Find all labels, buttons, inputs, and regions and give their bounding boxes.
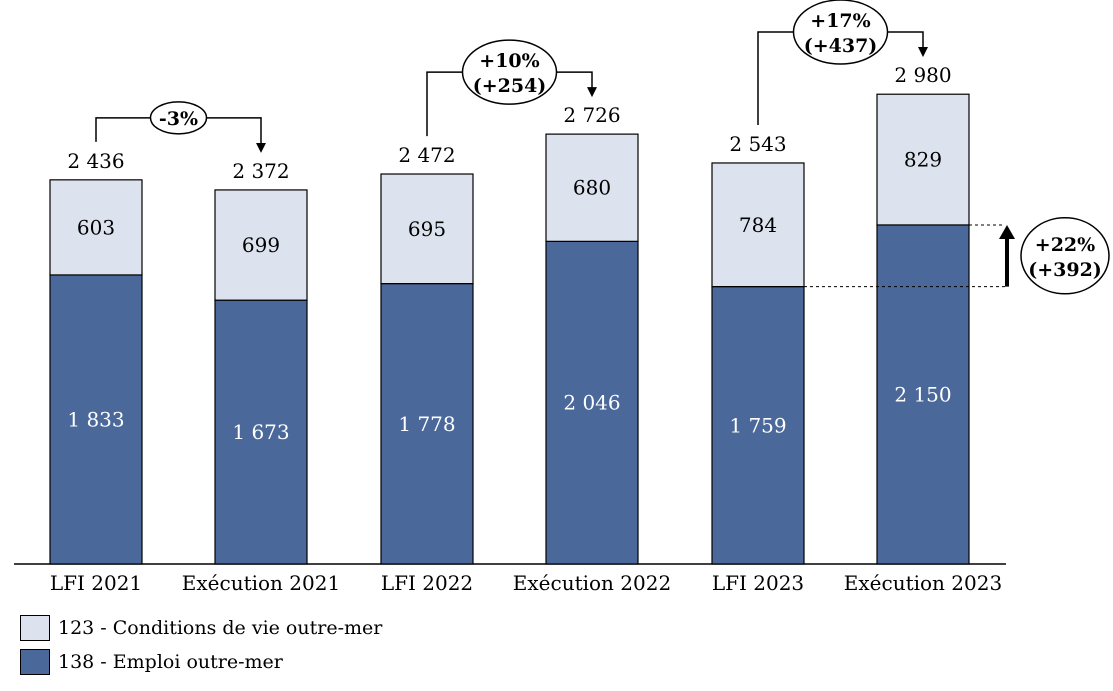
bar-emploi: [49, 274, 143, 565]
bar-conditions-de-vie: [711, 162, 805, 288]
data-label-emploi: 1 833: [67, 407, 124, 431]
data-label-total: 2 726: [563, 103, 620, 127]
data-label-emploi: 1 778: [398, 412, 455, 436]
bar-conditions-de-vie: [49, 179, 143, 276]
data-label-emploi: 2 046: [563, 391, 620, 415]
bar-emploi: [711, 286, 805, 565]
legend-item-emploi: 138 - Emploi outre-mer: [20, 649, 283, 675]
data-label-total: 2 980: [894, 63, 951, 87]
bar-conditions-de-vie: [876, 93, 970, 226]
legend-label-conditions-de-vie: 123 - Conditions de vie outre-mer: [58, 617, 383, 639]
legend-swatch-emploi: [20, 649, 50, 675]
change-bubble: [149, 101, 208, 135]
side-change-label-absolute: (+392): [1028, 259, 1102, 281]
data-label-conditions-de-vie: 695: [408, 217, 446, 241]
data-label-conditions-de-vie: 784: [739, 213, 777, 237]
x-tick-label: LFI 2021: [50, 571, 142, 595]
data-label-conditions-de-vie: 680: [573, 176, 611, 200]
side-change-label-percent: +22%: [1035, 234, 1095, 256]
x-tick-label: Exécution 2022: [513, 571, 671, 595]
bar-conditions-de-vie: [214, 189, 308, 301]
stacked-bar-chart: 1 833 603 2 436 LFI 2021 1 673 699 2 372 Exécut…: [14, 0, 1110, 595]
change-label-percent: -3%: [159, 108, 198, 130]
bar-conditions-de-vie: [380, 173, 474, 285]
x-tick-label: LFI 2022: [381, 571, 473, 595]
change-bubble: [792, 0, 889, 65]
change-label-percent: +17%: [810, 10, 870, 32]
legend-swatch-conditions-de-vie: [20, 615, 50, 641]
bar-emploi: [380, 283, 474, 565]
x-tick-label: LFI 2023: [712, 571, 804, 595]
bar-conditions-de-vie: [545, 133, 639, 242]
bar-emploi: [876, 224, 970, 565]
change-label-percent: +10%: [479, 50, 539, 72]
legend-label-emploi: 138 - Emploi outre-mer: [58, 651, 283, 673]
change-label-absolute: (+254): [473, 75, 547, 97]
data-label-emploi: 1 759: [729, 413, 786, 437]
data-label-conditions-de-vie: 829: [904, 148, 942, 172]
data-label-conditions-de-vie: 603: [77, 215, 115, 239]
data-label-conditions-de-vie: 699: [242, 233, 280, 257]
data-label-emploi: 1 673: [232, 420, 289, 444]
data-label-total: 2 372: [232, 159, 289, 183]
change-bubble: [461, 39, 558, 105]
increase-arrow-head: [999, 224, 1015, 239]
data-label-total: 2 472: [398, 143, 455, 167]
data-label-total: 2 436: [67, 149, 124, 173]
change-label-absolute: (+437): [804, 35, 878, 57]
side-change-bubble: [1020, 217, 1110, 295]
data-label-emploi: 2 150: [894, 382, 951, 406]
data-label-total: 2 543: [729, 132, 786, 156]
legend-item-conditions-de-vie: 123 - Conditions de vie outre-mer: [20, 615, 382, 641]
x-tick-label: Exécution 2021: [182, 571, 340, 595]
x-tick-label: Exécution 2023: [844, 571, 1002, 595]
bar-emploi: [545, 240, 639, 565]
